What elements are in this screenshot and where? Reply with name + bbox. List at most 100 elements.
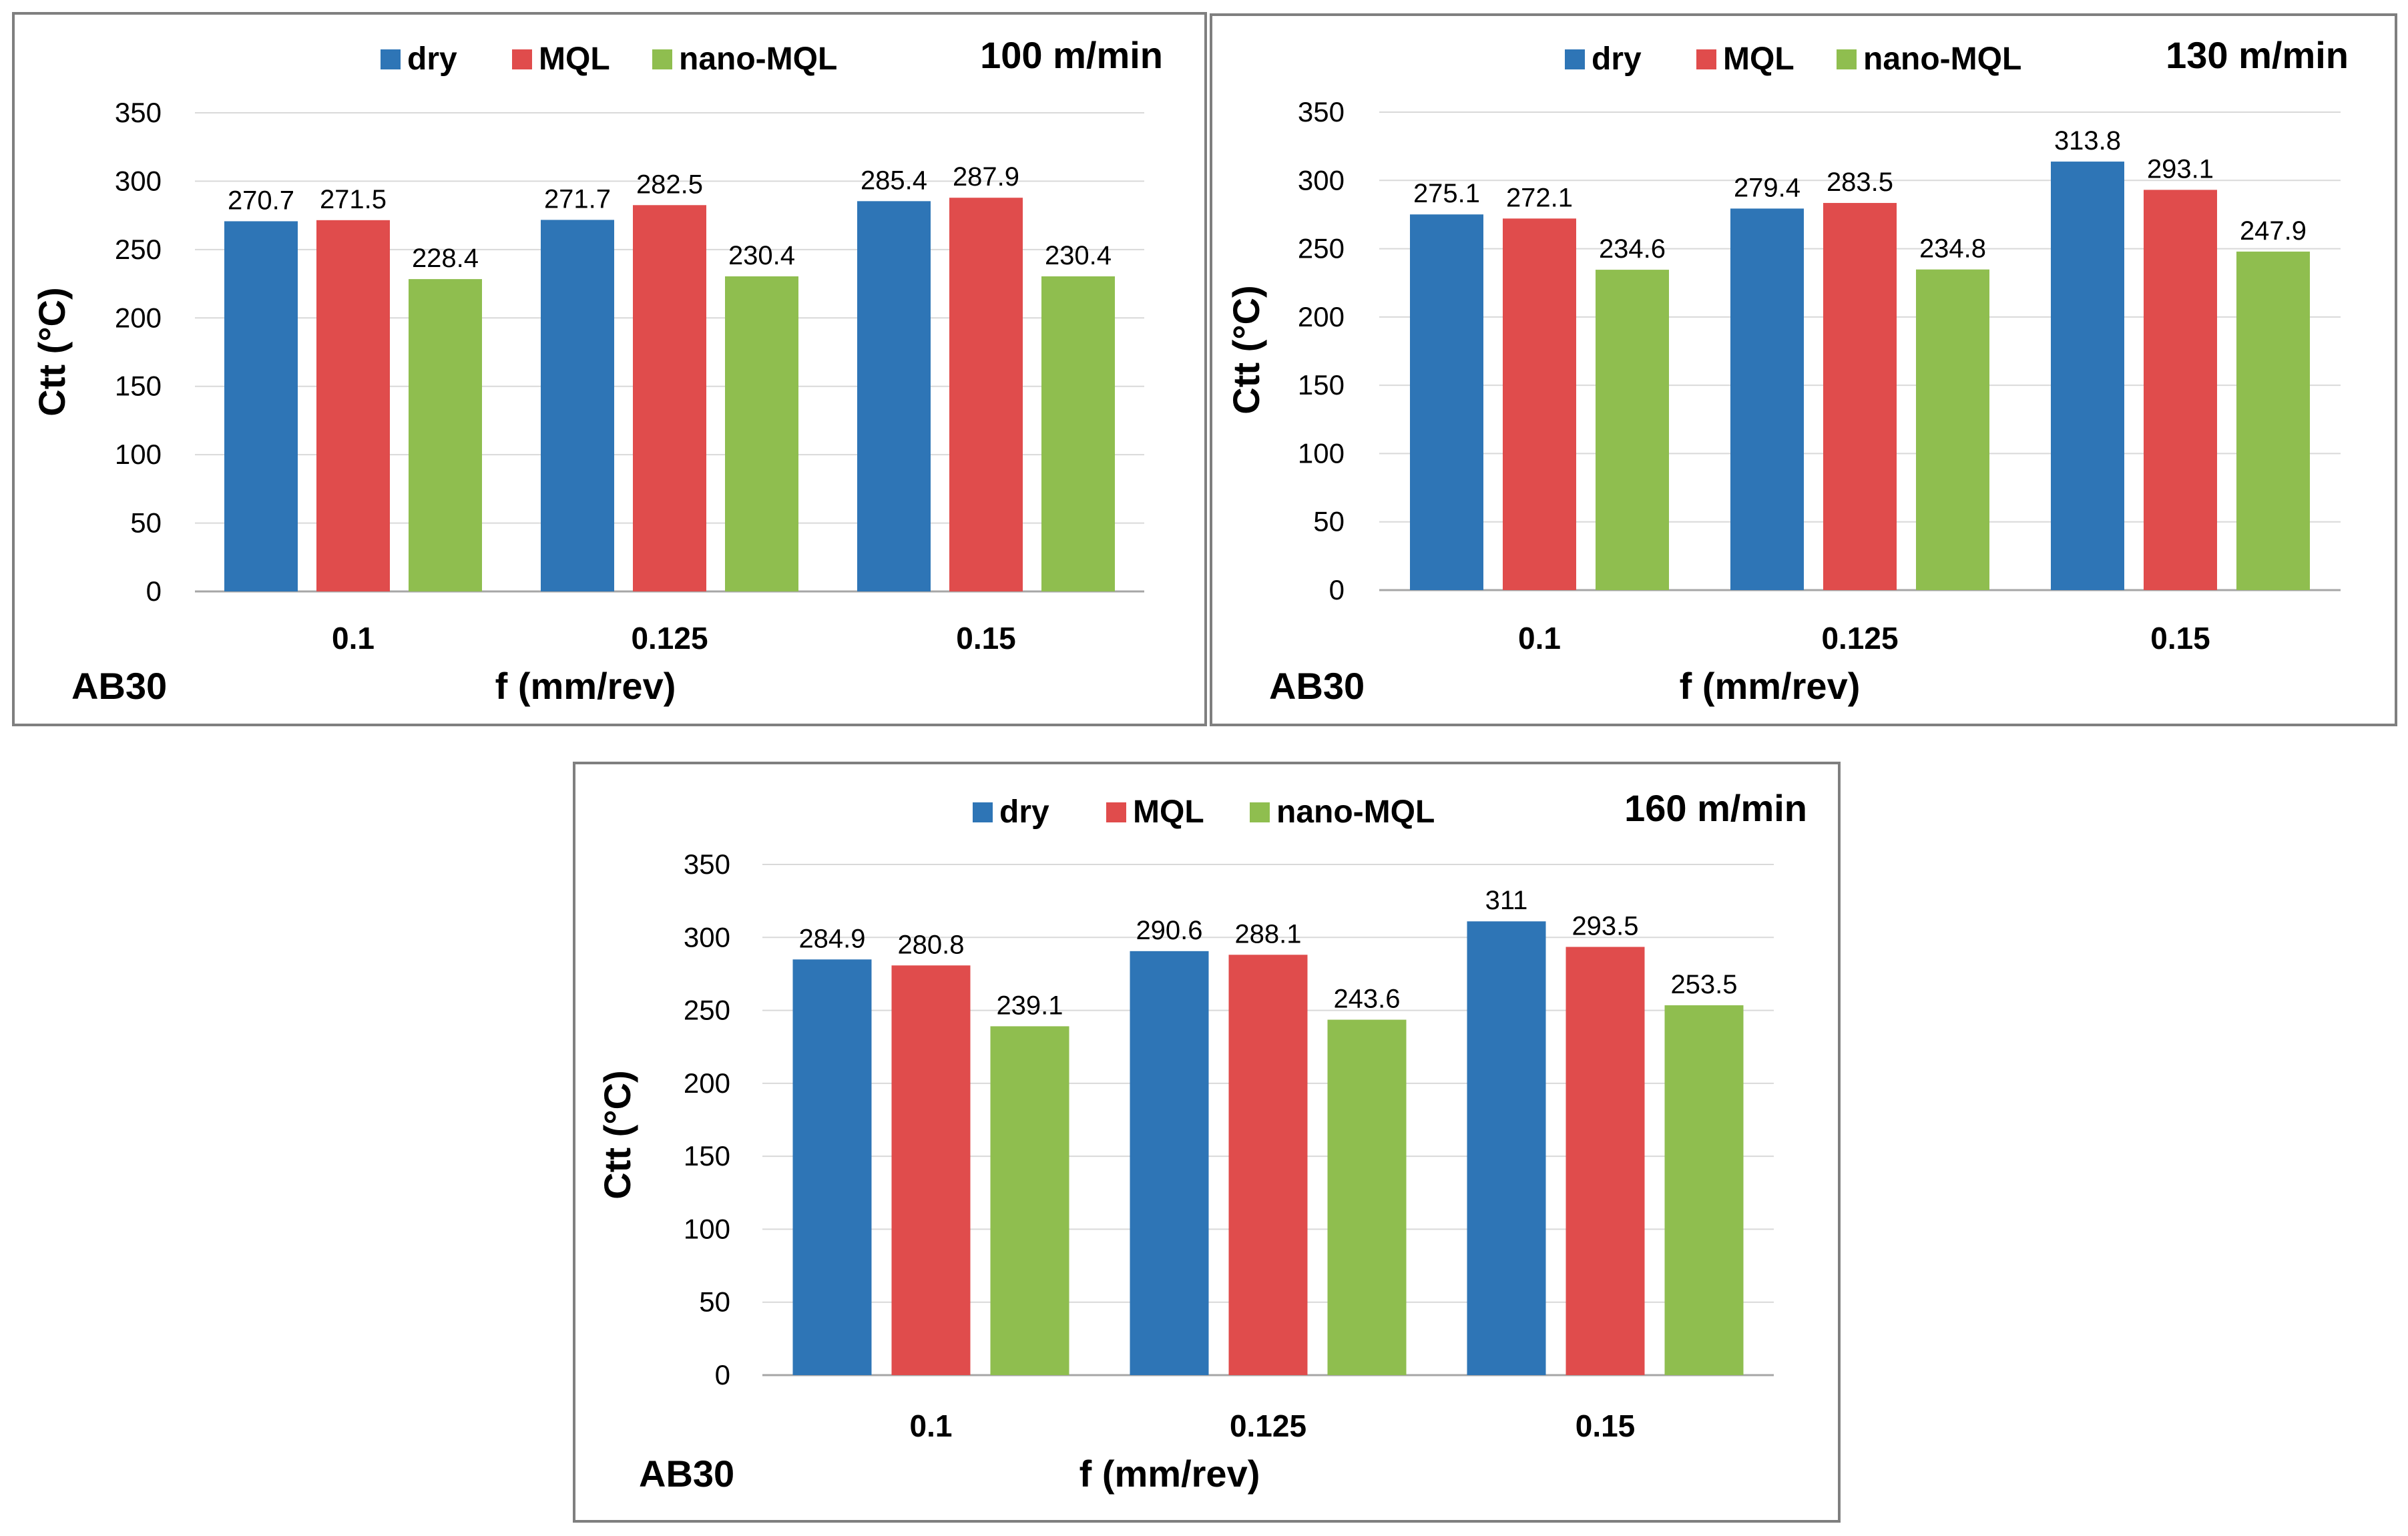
- x-tick-label: 0.1: [910, 1409, 953, 1443]
- bar-mql-0.1: [1503, 218, 1576, 590]
- legend-swatch-mql: [512, 49, 532, 69]
- y-tick-label: 100: [1298, 437, 1345, 469]
- data-label-mql-0.1: 271.5: [320, 185, 387, 214]
- bar-mql-0.15: [2144, 190, 2217, 591]
- legend-label-mql: MQL: [1133, 794, 1204, 830]
- bar-nano-mql-0.1: [409, 279, 482, 591]
- legend-swatch-mql: [1696, 49, 1716, 69]
- y-tick-label: 250: [684, 995, 730, 1026]
- y-tick-label: 0: [715, 1359, 730, 1390]
- bar-mql-0.125: [1823, 203, 1897, 590]
- x-tick-label: 0.15: [956, 621, 1016, 656]
- x-tick-label: 0.125: [1230, 1409, 1306, 1443]
- y-tick-label: 0: [1329, 574, 1345, 605]
- bar-nano-mql-0.15: [1041, 276, 1115, 591]
- data-label-mql-0.15: 293.5: [1572, 911, 1638, 941]
- data-label-dry-0.125: 279.4: [1734, 173, 1800, 202]
- data-label-nano-mql-0.125: 230.4: [728, 241, 795, 270]
- legend-label-mql: MQL: [539, 41, 610, 77]
- bar-nano-mql-0.15: [1664, 1005, 1744, 1375]
- data-label-nano-mql-0.125: 234.8: [1919, 234, 1986, 264]
- bar-nano-mql-0.125: [1916, 269, 1989, 590]
- y-axis-label: Ctt (°C): [31, 287, 73, 416]
- y-axis-label: Ctt (°C): [596, 1070, 638, 1199]
- legend-swatch-nano-mql: [652, 49, 672, 69]
- bar-mql-0.15: [949, 198, 1023, 591]
- y-tick-label: 150: [115, 370, 162, 402]
- y-tick-label: 100: [684, 1213, 730, 1244]
- bar-dry-0.15: [857, 201, 931, 591]
- data-label-dry-0.15: 313.8: [2054, 126, 2121, 156]
- bar-dry-0.15: [1467, 921, 1546, 1375]
- data-label-nano-mql-0.1: 234.6: [1599, 234, 1666, 264]
- bar-nano-mql-0.15: [2236, 251, 2310, 590]
- x-tick-label: 0.125: [631, 621, 708, 656]
- y-tick-label: 350: [115, 97, 162, 128]
- x-tick-label: 0.1: [332, 621, 375, 656]
- legend-label-nano-mql: nano-MQL: [679, 41, 837, 77]
- x-tick-label: 0.125: [1821, 621, 1898, 656]
- corner-label: AB30: [1269, 665, 1365, 707]
- bar-dry-0.125: [1130, 951, 1209, 1375]
- legend-swatch-nano-mql: [1250, 802, 1270, 822]
- data-label-mql-0.125: 283.5: [1827, 168, 1893, 197]
- bar-dry-0.15: [2051, 162, 2124, 590]
- data-label-dry-0.1: 275.1: [1413, 179, 1480, 208]
- corner-label: AB30: [71, 665, 167, 707]
- bar-mql-0.125: [1228, 955, 1308, 1375]
- bar-mql-0.1: [316, 220, 390, 591]
- chart-title: 130 m/min: [2166, 34, 2349, 76]
- y-tick-label: 350: [1298, 96, 1345, 127]
- x-axis-label: f (mm/rev): [1079, 1453, 1260, 1495]
- y-tick-label: 200: [115, 302, 162, 333]
- y-tick-label: 200: [1298, 301, 1345, 332]
- data-label-nano-mql-0.15: 230.4: [1045, 241, 1112, 270]
- data-label-dry-0.125: 271.7: [544, 184, 611, 214]
- x-tick-label: 0.1: [1518, 621, 1561, 656]
- y-tick-label: 100: [115, 439, 162, 470]
- y-axis-label: Ctt (°C): [1225, 285, 1267, 414]
- legend-label-dry: dry: [407, 41, 457, 77]
- legend-swatch-dry: [973, 802, 993, 822]
- legend-swatch-nano-mql: [1837, 49, 1857, 69]
- legend-label-dry: dry: [999, 794, 1049, 830]
- y-tick-label: 50: [699, 1286, 730, 1318]
- y-tick-label: 300: [684, 921, 730, 953]
- data-label-nano-mql-0.1: 228.4: [412, 244, 479, 273]
- y-tick-label: 250: [115, 234, 162, 265]
- x-tick-label: 0.15: [1576, 1409, 1636, 1443]
- bar-nano-mql-0.125: [1327, 1019, 1407, 1375]
- bar-dry-0.125: [541, 220, 614, 591]
- data-label-mql-0.125: 288.1: [1234, 919, 1301, 949]
- legend-label-nano-mql: nano-MQL: [1276, 794, 1435, 830]
- y-tick-label: 250: [1298, 233, 1345, 264]
- x-tick-label: 0.15: [2150, 621, 2210, 656]
- y-tick-label: 150: [1298, 369, 1345, 401]
- data-label-mql-0.1: 280.8: [897, 930, 964, 959]
- legend-label-mql: MQL: [1723, 41, 1794, 77]
- bar-mql-0.1: [891, 965, 971, 1375]
- y-tick-label: 0: [146, 575, 162, 607]
- data-label-mql-0.1: 272.1: [1506, 183, 1573, 212]
- data-label-dry-0.125: 290.6: [1136, 916, 1202, 945]
- legend-swatch-mql: [1106, 802, 1126, 822]
- data-label-dry-0.15: 285.4: [861, 166, 927, 195]
- bar-nano-mql-0.1: [990, 1026, 1069, 1375]
- y-tick-label: 350: [684, 848, 730, 880]
- data-label-mql-0.125: 282.5: [636, 170, 703, 199]
- data-label-nano-mql-0.125: 243.6: [1333, 985, 1400, 1014]
- chart-panel-130: 0 50 100 150 200 250 300 350 275.1 272.1 234.6 0.1 2…: [1210, 13, 2397, 726]
- data-label-nano-mql-0.1: 239.1: [996, 991, 1063, 1020]
- y-tick-label: 50: [130, 507, 162, 539]
- legend-label-nano-mql: nano-MQL: [1863, 41, 2021, 77]
- legend-label-dry: dry: [1592, 41, 1642, 77]
- bar-dry-0.125: [1730, 208, 1804, 590]
- y-tick-label: 150: [684, 1140, 730, 1172]
- bar-dry-0.1: [1410, 214, 1483, 590]
- data-label-mql-0.15: 287.9: [953, 162, 1019, 192]
- data-label-dry-0.15: 311: [1485, 886, 1528, 915]
- bar-mql-0.15: [1566, 947, 1645, 1375]
